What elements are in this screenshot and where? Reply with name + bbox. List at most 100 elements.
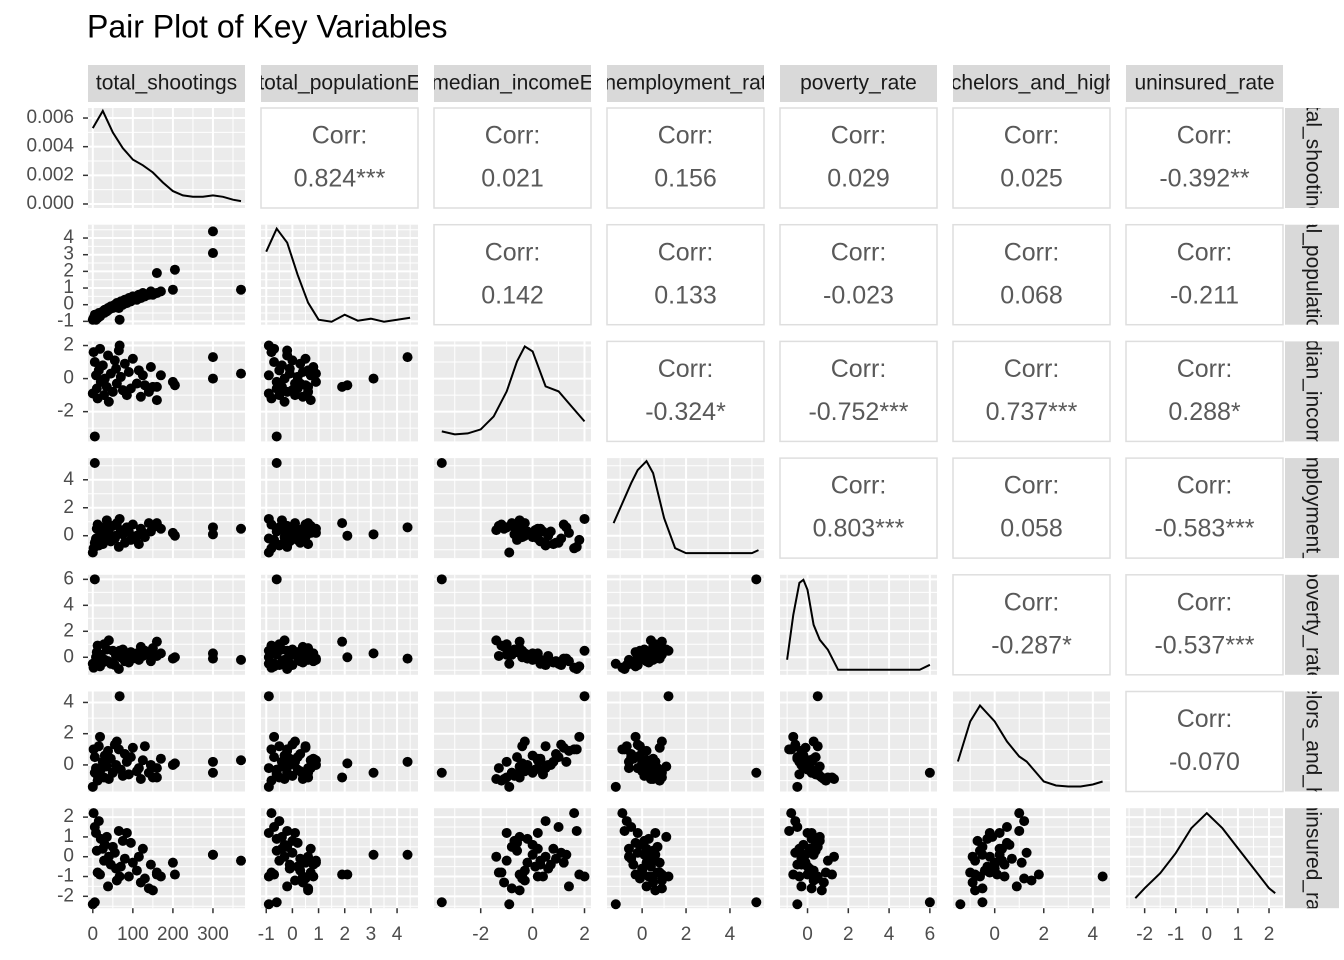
- correlation-title: Corr:: [658, 238, 714, 266]
- correlation-panel: [606, 340, 765, 443]
- correlation-value: -0.287*: [991, 631, 1072, 659]
- scatter-point: [303, 772, 314, 783]
- scatter-point: [266, 744, 277, 755]
- x-tick-label: 4: [392, 924, 403, 945]
- panel: [434, 341, 591, 442]
- density-line: [441, 344, 586, 436]
- strip: [1285, 458, 1339, 559]
- strip-label: total_shootings: [1301, 87, 1324, 228]
- scatter-point: [137, 755, 148, 766]
- scatter-point: [123, 366, 134, 377]
- scatter-point: [368, 648, 379, 659]
- scatter-point: [436, 457, 447, 468]
- scatter-point: [121, 827, 132, 838]
- scatter-point: [115, 861, 126, 872]
- strip-label: poverty_rate: [800, 72, 917, 95]
- scatter-point: [506, 883, 517, 894]
- correlation-title: Corr:: [1004, 238, 1060, 266]
- scatter-point: [1019, 816, 1030, 827]
- scatter-point: [305, 843, 316, 854]
- scatter-point: [292, 752, 303, 763]
- scatter-point: [571, 744, 582, 755]
- scatter-point: [574, 731, 585, 742]
- scatter-point: [987, 831, 998, 842]
- scatter-point: [284, 863, 295, 874]
- scatter-point: [796, 759, 807, 770]
- scatter-point: [970, 885, 981, 896]
- scatter-point: [623, 654, 634, 665]
- scatter-point: [308, 370, 319, 381]
- x-tick-label: 0: [88, 924, 99, 945]
- scatter-point: [282, 520, 293, 531]
- correlation-title: Corr:: [1177, 238, 1233, 266]
- scatter-point: [235, 523, 246, 534]
- scatter-point: [610, 899, 621, 910]
- y-tick-label: 0.000: [26, 193, 74, 214]
- scatter-point: [812, 691, 823, 702]
- scatter-point: [652, 763, 663, 774]
- scatter-point: [113, 825, 124, 836]
- correlation-title: Corr:: [1004, 355, 1060, 383]
- y-tick-label: 2: [63, 723, 74, 744]
- scatter-point: [579, 513, 590, 524]
- correlation-panel: [779, 223, 938, 326]
- scatter-point: [623, 763, 634, 774]
- scatter-point: [545, 859, 556, 870]
- correlation-panel: [1125, 223, 1284, 326]
- scatter-point: [1033, 869, 1044, 880]
- strip-label-group: total_populationE: [1301, 225, 1324, 325]
- scatter-point: [794, 871, 805, 882]
- x-tick-label: -1: [1167, 924, 1184, 945]
- scatter-point: [263, 827, 274, 838]
- strip-label-group: poverty_rate: [1301, 575, 1324, 675]
- correlation-panel: [260, 107, 419, 209]
- strip: [88, 65, 245, 102]
- scatter-point: [263, 658, 274, 669]
- scatter-point: [269, 869, 280, 880]
- scatter-point: [89, 457, 100, 468]
- scatter-point: [436, 767, 447, 778]
- scatter-point: [113, 345, 124, 356]
- y-tick-label: 4: [63, 227, 74, 248]
- density-line: [956, 703, 1103, 788]
- correlation-value: 0.737***: [986, 398, 1078, 426]
- scatter-point: [274, 741, 285, 752]
- scatter-point: [499, 774, 510, 784]
- scatter-point: [119, 358, 130, 369]
- scatter-point: [545, 656, 556, 667]
- scatter-point: [751, 767, 762, 778]
- density-line: [1134, 811, 1276, 899]
- correlation-value: 0.288*: [1168, 398, 1241, 426]
- scatter-point: [133, 851, 144, 862]
- scatter-point: [303, 381, 314, 392]
- scatter-point: [493, 650, 504, 661]
- scatter-point: [501, 827, 512, 838]
- scatter-point: [579, 645, 590, 656]
- scatter-point: [798, 851, 809, 862]
- scatter-point: [630, 752, 641, 763]
- scatter-point: [984, 851, 995, 862]
- strip: [1285, 108, 1339, 208]
- scatter-point: [282, 345, 293, 356]
- strip-label-group: bachelors_and_higher: [953, 72, 1110, 95]
- scatter-point: [1021, 847, 1032, 858]
- scatter-point: [337, 772, 348, 783]
- scatter-point: [263, 370, 274, 381]
- scatter-point: [808, 871, 819, 882]
- scatter-point: [127, 353, 138, 364]
- correlation-panel: [952, 574, 1111, 676]
- scatter-point: [207, 352, 218, 363]
- y-tick-label: 0.004: [26, 136, 74, 157]
- scatter-point: [282, 825, 293, 836]
- strip: [953, 65, 1110, 102]
- scatter-point: [274, 816, 285, 827]
- scatter-point: [563, 527, 574, 538]
- chart-title: Pair Plot of Key Variables: [87, 8, 447, 44]
- scatter-point: [87, 388, 98, 399]
- correlation-panel: [952, 107, 1111, 209]
- scatter-point: [115, 371, 126, 382]
- scatter-point: [553, 822, 564, 833]
- scatter-point: [532, 753, 543, 764]
- scatter-point: [501, 855, 512, 866]
- scatter-point: [235, 368, 246, 379]
